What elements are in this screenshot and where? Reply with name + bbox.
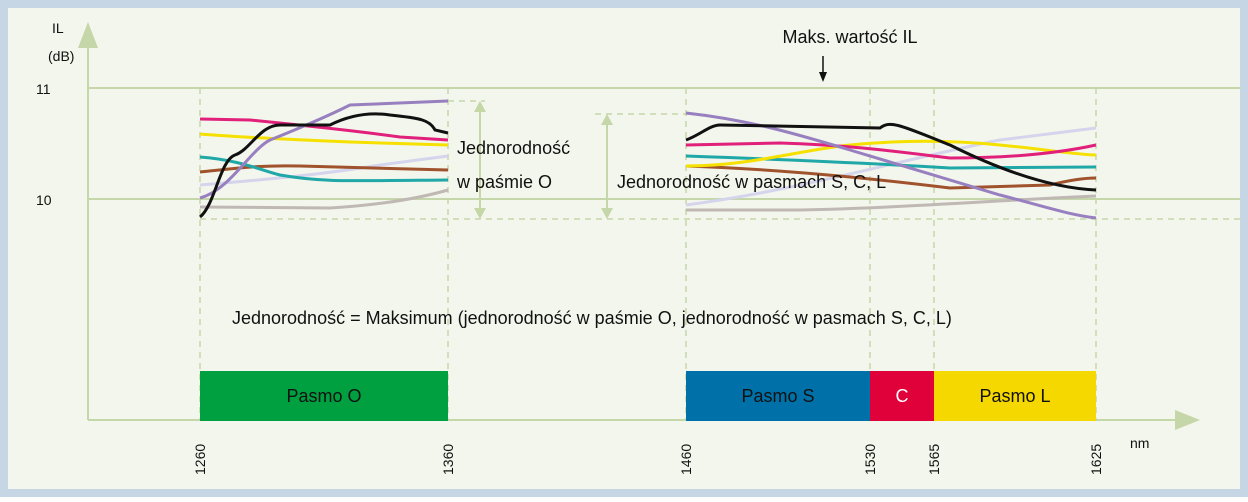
- band: [686, 371, 870, 421]
- x-tick-label: 1460: [678, 444, 694, 475]
- max-arrow: [819, 56, 827, 82]
- formula: Jednorodność = Maksimum (jednorodność w …: [232, 308, 952, 328]
- o-uniformity: Jednorodność: [457, 138, 570, 158]
- y-unit: (dB): [48, 48, 74, 64]
- y-tick-label: 11: [36, 81, 51, 97]
- x-tick-label: 1530: [862, 444, 878, 475]
- band: [870, 371, 934, 421]
- max-label: Maks. wartość IL: [782, 27, 917, 47]
- x-unit: nm: [1130, 435, 1149, 451]
- band-label: Pasmo S: [741, 386, 814, 406]
- curves: [198, 99, 1097, 220]
- x-tick-label: 1360: [440, 444, 456, 475]
- x-ticks: 1260 1360 1460 1530 1565 1625: [192, 444, 1104, 475]
- band-label: Pasmo O: [286, 386, 361, 406]
- band: [934, 371, 1096, 421]
- y-label: IL: [52, 20, 64, 36]
- x-tick-label: 1565: [926, 444, 942, 475]
- scl-uniformity: Jednorodność w pasmach S, C, L: [617, 172, 886, 192]
- o-uniformity: w paśmie O: [456, 172, 552, 192]
- band-label: Pasmo L: [979, 386, 1050, 406]
- y-tick-label: 10: [36, 192, 52, 208]
- band: [200, 371, 448, 421]
- arrows: [474, 101, 613, 219]
- x-tick-label: 1625: [1088, 444, 1104, 475]
- x-tick-label: 1260: [192, 444, 208, 475]
- band-label: C: [896, 386, 909, 406]
